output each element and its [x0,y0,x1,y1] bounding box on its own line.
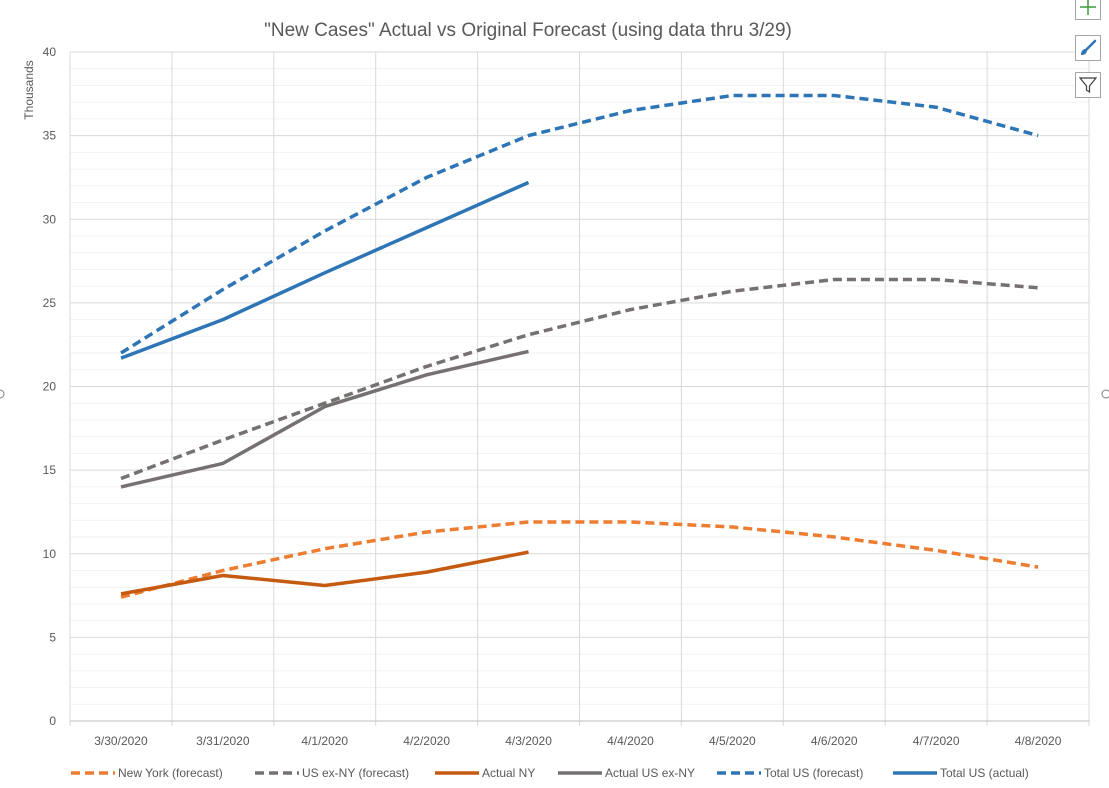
legend-item-1[interactable]: New York (forecast) [71,766,223,780]
chart-title: "New Cases" Actual vs Original Forecast … [264,20,792,41]
legend-item-5[interactable]: Total US (forecast) [717,766,863,780]
gridlines [69,51,1090,726]
plus-icon [1080,0,1096,15]
series-line-3[interactable] [120,550,529,596]
x-tick-label: 4/1/2020 [301,734,348,748]
resize-handle-right[interactable] [1101,389,1109,399]
legend-label: Actual US ex-NY [605,766,695,780]
series-line-1[interactable] [120,520,1039,599]
x-tick-label: 4/4/2020 [607,734,654,748]
y-tick-label: 5 [49,630,56,644]
y-tick-label: 20 [43,380,57,394]
legend-label: Total US (actual) [940,766,1029,780]
legend-label: US ex-NY (forecast) [302,766,409,780]
series-line-4[interactable] [120,349,529,489]
x-tick-label: 4/7/2020 [913,734,960,748]
legend-item-3[interactable]: Actual NY [435,766,535,780]
y-tick-label: 35 [43,129,57,143]
y-tick-label: 0 [49,714,56,728]
y-axis-label: Thousands [22,60,36,119]
x-tick-label: 4/2/2020 [403,734,450,748]
plot-series[interactable] [120,93,1039,599]
x-tick-label: 4/5/2020 [709,734,756,748]
legend-item-6[interactable]: Total US (actual) [893,766,1029,780]
y-tick-label: 30 [43,212,57,226]
y-tick-label: 25 [43,296,57,310]
chart-styles-button[interactable] [1075,35,1101,61]
chart-elements-button[interactable] [1075,0,1101,20]
legend-label: Total US (forecast) [764,766,863,780]
y-tick-label: 15 [43,463,57,477]
x-tick-labels: 3/30/2020 3/31/2020 4/1/2020 4/2/2020 4/3/20… [94,734,1061,748]
funnel-icon [1078,77,1098,94]
legend-item-4[interactable]: Actual US ex-NY [558,766,695,780]
paintbrush-icon [1081,39,1097,55]
x-tick-label: 4/8/2020 [1015,734,1062,748]
legend-label: Actual NY [482,766,535,780]
x-tick-label: 4/6/2020 [811,734,858,748]
y-tick-label: 40 [43,45,57,59]
series-line-2[interactable] [120,277,1039,481]
series-line-6[interactable] [120,180,530,360]
x-tick-label: 3/30/2020 [94,734,148,748]
legend[interactable]: New York (forecast) US ex-NY (forecast) Ac… [71,766,1029,780]
chart-filters-button[interactable] [1075,72,1101,98]
x-tick-label: 3/31/2020 [196,734,250,748]
y-tick-labels: 0 5 10 15 20 25 30 35 40 [43,45,57,728]
legend-label: New York (forecast) [118,766,223,780]
y-tick-label: 10 [43,547,57,561]
x-tick-label: 4/3/2020 [505,734,552,748]
resize-handle-left[interactable] [0,389,5,399]
legend-item-2[interactable]: US ex-NY (forecast) [255,766,409,780]
